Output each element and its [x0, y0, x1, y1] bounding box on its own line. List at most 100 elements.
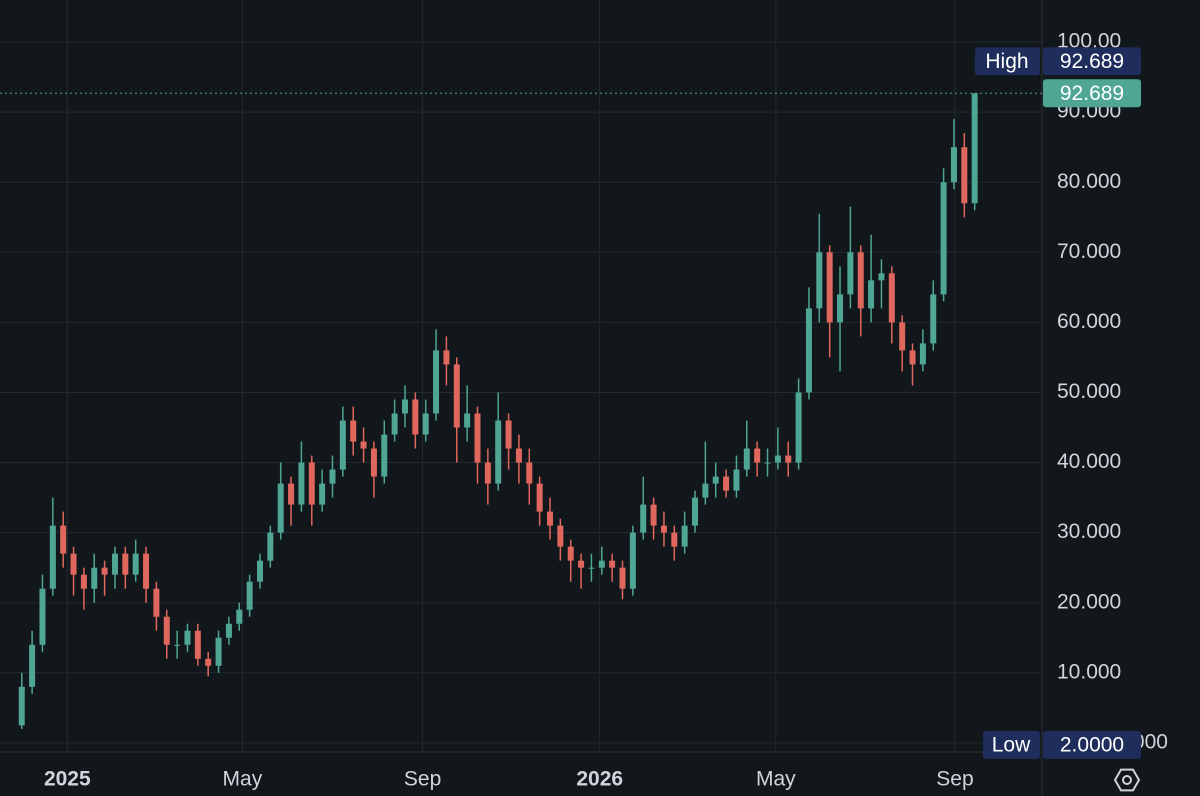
- candle-body: [515, 448, 522, 463]
- x-tick-label: May: [756, 768, 796, 791]
- candle-body: [267, 532, 274, 561]
- candle-body: [422, 413, 429, 435]
- high-name: High: [985, 50, 1028, 73]
- candle-body: [723, 476, 730, 491]
- y-tick-label: 10.000: [1057, 660, 1121, 683]
- candle-body: [702, 483, 709, 498]
- candle-body: [619, 567, 626, 589]
- candle-body: [660, 525, 667, 533]
- candle-body: [547, 511, 554, 526]
- candle-body: [536, 483, 543, 512]
- x-tick-label: 2026: [576, 768, 623, 791]
- y-tick-label: 30.000: [1057, 520, 1121, 543]
- candle-body: [868, 280, 875, 309]
- low-value-box: [1043, 730, 1141, 759]
- candle-body: [433, 350, 440, 414]
- candle-body: [205, 658, 212, 666]
- x-tick-label: Sep: [404, 768, 441, 791]
- x-tick-label: 2025: [44, 768, 91, 791]
- candle-body: [692, 497, 699, 526]
- candle-body: [733, 469, 740, 491]
- candle-body: [899, 322, 906, 351]
- high-value: 92.689: [1060, 50, 1124, 73]
- candle-body: [329, 469, 336, 484]
- candle-body: [401, 399, 408, 414]
- candle-body: [919, 343, 926, 365]
- candle-body: [588, 567, 595, 569]
- candle-body: [256, 560, 263, 582]
- x-tick-label: May: [223, 768, 263, 791]
- candle-body: [184, 630, 191, 645]
- candle-body: [319, 483, 326, 505]
- candle-body: [526, 462, 533, 484]
- candle-body: [111, 553, 118, 575]
- settings-center: [1122, 775, 1132, 785]
- candle-body: [360, 441, 367, 449]
- candle-body: [878, 273, 885, 281]
- y-tick-label: 20.000: [1057, 590, 1121, 613]
- candle-body: [650, 504, 657, 526]
- y-tick-label: 60.000: [1057, 310, 1121, 333]
- settings-icon[interactable]: [1113, 768, 1141, 792]
- candle-body: [412, 399, 419, 435]
- candle-body: [557, 525, 564, 547]
- candle-body: [474, 413, 481, 463]
- candle-body: [391, 413, 398, 435]
- candle-body: [857, 252, 864, 309]
- candle-body: [567, 546, 574, 561]
- candle-body: [837, 294, 844, 323]
- candle-body: [277, 483, 284, 533]
- candle-body: [795, 392, 802, 463]
- candle-body: [495, 420, 502, 484]
- high-name-box: [975, 47, 1040, 76]
- candle-body: [971, 93, 978, 204]
- candle-body: [49, 525, 56, 589]
- last-price-box: [1043, 79, 1141, 108]
- candle-body: [712, 476, 719, 484]
- y-tick-label: 100.00: [1057, 30, 1121, 53]
- low-value: 2.0000: [1060, 733, 1124, 756]
- candle-body: [80, 574, 87, 589]
- candle-body: [785, 455, 792, 463]
- candle-body: [163, 616, 170, 645]
- candle-body: [484, 462, 491, 484]
- candle-body: [288, 483, 295, 505]
- candle-body: [464, 413, 471, 428]
- candle-body: [246, 581, 253, 610]
- high-value-box: [1043, 47, 1141, 76]
- candle-body: [578, 560, 585, 568]
- candle-body: [39, 588, 46, 645]
- candle-body: [888, 273, 895, 323]
- candle-body: [101, 567, 108, 575]
- grid-layer: 0.0000000010.00020.00030.00040.00050.000…: [0, 0, 1168, 791]
- candle-body: [909, 350, 916, 365]
- candle-body: [29, 644, 36, 687]
- candle-body: [774, 455, 781, 463]
- candle-body: [308, 462, 315, 505]
- candle-body: [174, 644, 181, 646]
- candle-body: [194, 630, 201, 659]
- candle-body: [18, 686, 25, 726]
- candle-body: [60, 525, 67, 554]
- candle-body: [132, 553, 139, 575]
- candle-body: [671, 532, 678, 547]
- low-name: Low: [992, 733, 1031, 756]
- candle-body: [453, 364, 460, 428]
- candle-body: [443, 350, 450, 365]
- candle-body: [70, 553, 77, 575]
- x-tick-label: Sep: [936, 768, 973, 791]
- candle-body: [225, 623, 232, 638]
- candle-body: [930, 294, 937, 344]
- candle-body: [298, 462, 305, 505]
- y-tick-label: 50.000: [1057, 380, 1121, 403]
- y-tick-label: 40.000: [1057, 450, 1121, 473]
- candle-body: [381, 434, 388, 477]
- candle-body: [609, 560, 616, 568]
- candle-body: [370, 448, 377, 477]
- y-tick-label: 70.000: [1057, 240, 1121, 263]
- y-tick-label: 80.000: [1057, 170, 1121, 193]
- candle-body: [950, 147, 957, 183]
- last-price-label: 92.689: [1060, 82, 1124, 105]
- candle-body: [350, 420, 357, 442]
